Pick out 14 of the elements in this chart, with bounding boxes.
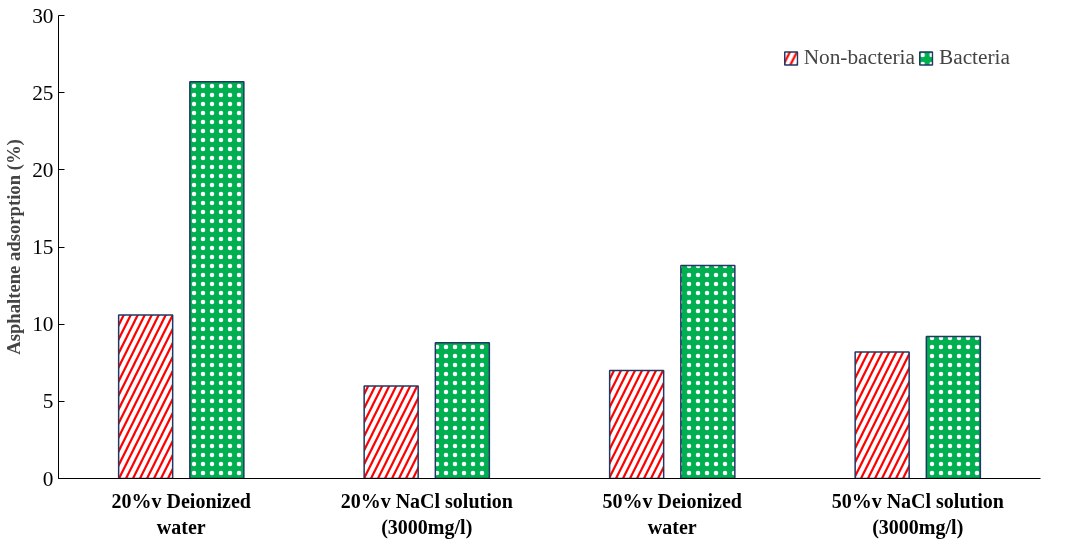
y-tick-label: 25: [32, 80, 54, 105]
y-tick-label: 20: [32, 157, 54, 182]
y-tick-label: 5: [42, 389, 54, 414]
x-tick-label: 20%v Deionized water: [111, 489, 251, 538]
legend-label: Bacteria: [938, 45, 1010, 70]
x-tick-label: 50%v Deionized water: [602, 489, 742, 538]
y-tick-label: 30: [32, 3, 54, 28]
y-tick-label: 15: [32, 235, 54, 259]
y-tick-label: 10: [32, 312, 54, 337]
y-axis-title: Asphaltene adsorption (%): [3, 139, 26, 355]
y-tick-label: 0: [42, 466, 54, 491]
x-tick-label: 50%v NaCl solution (3000mg/l): [831, 489, 1004, 539]
x-tick-label: 20%v NaCl solution (3000mg/l): [340, 489, 513, 539]
legend-label: Non-bacteria: [803, 45, 915, 70]
